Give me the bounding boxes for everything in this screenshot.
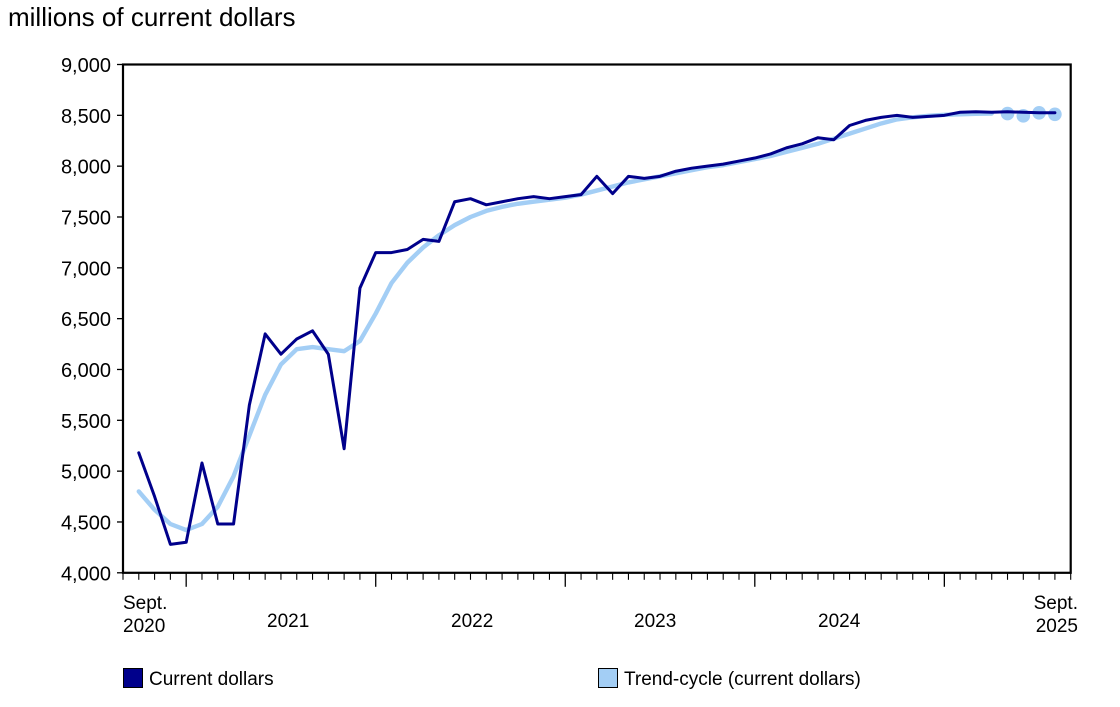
svg-text:8,500: 8,500 [61, 106, 111, 128]
svg-text:5,500: 5,500 [61, 411, 111, 433]
svg-text:4,500: 4,500 [61, 512, 111, 534]
svg-text:6,500: 6,500 [61, 309, 111, 331]
svg-text:5,000: 5,000 [61, 462, 111, 484]
svg-text:8,000: 8,000 [61, 157, 111, 179]
svg-text:9,000: 9,000 [61, 55, 111, 77]
svg-text:4,000: 4,000 [61, 563, 111, 585]
svg-text:6,000: 6,000 [61, 360, 111, 382]
svg-text:7,500: 7,500 [61, 207, 111, 229]
svg-text:7,000: 7,000 [61, 258, 111, 280]
